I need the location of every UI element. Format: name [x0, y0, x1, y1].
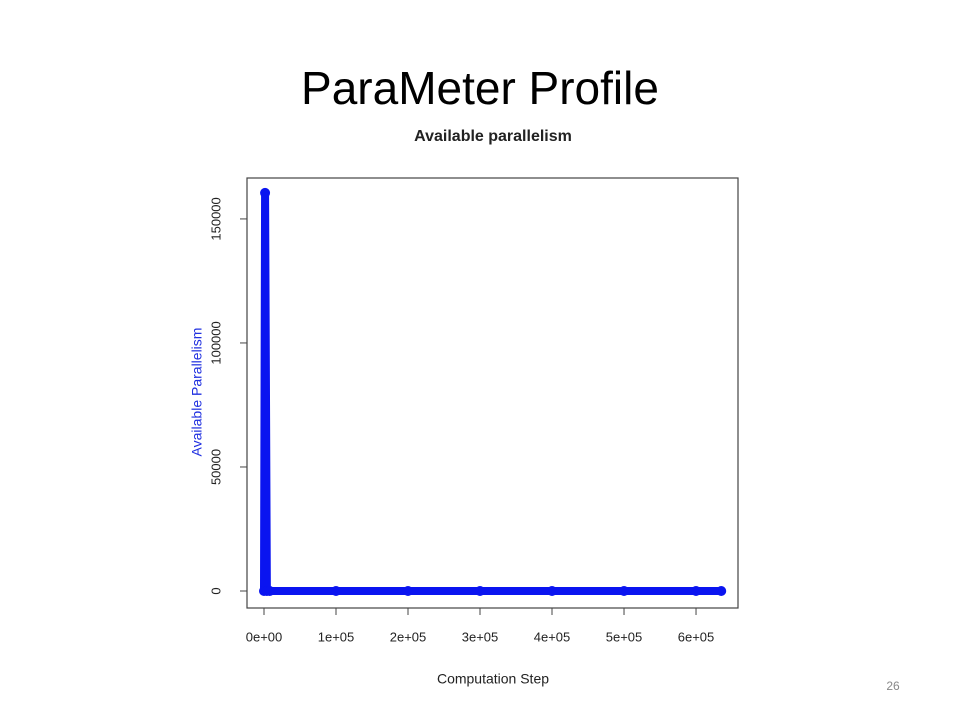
point — [547, 586, 558, 597]
point — [330, 586, 341, 597]
page-number: 26 — [886, 679, 900, 693]
series-line — [259, 188, 726, 596]
y-axis-label: Available Parallelism — [189, 328, 205, 457]
x-tick-label: 1e+05 — [318, 629, 355, 644]
x-tick-label: 2e+05 — [390, 629, 427, 644]
point — [619, 586, 630, 597]
y-tick-label: 100000 — [208, 321, 223, 364]
y-tick-label: 50000 — [208, 449, 223, 485]
y-tick-label: 0 — [208, 587, 223, 594]
x-tick-label: 5e+05 — [606, 629, 643, 644]
slide-title: ParaMeter Profile — [301, 62, 659, 114]
x-tick-label: 3e+05 — [462, 629, 499, 644]
point — [403, 586, 414, 597]
point — [264, 586, 275, 597]
x-tick-label: 4e+05 — [534, 629, 571, 644]
point — [260, 187, 271, 198]
x-axis-label: Computation Step — [437, 671, 549, 687]
plot-frame — [246, 177, 739, 609]
x-tick-label: 0e+00 — [246, 629, 283, 644]
chart-title: Available parallelism — [414, 128, 572, 145]
point — [716, 586, 727, 597]
point — [475, 586, 486, 597]
x-tick-label: 6e+05 — [678, 629, 715, 644]
point — [691, 586, 702, 597]
y-tick-label: 150000 — [208, 197, 223, 240]
